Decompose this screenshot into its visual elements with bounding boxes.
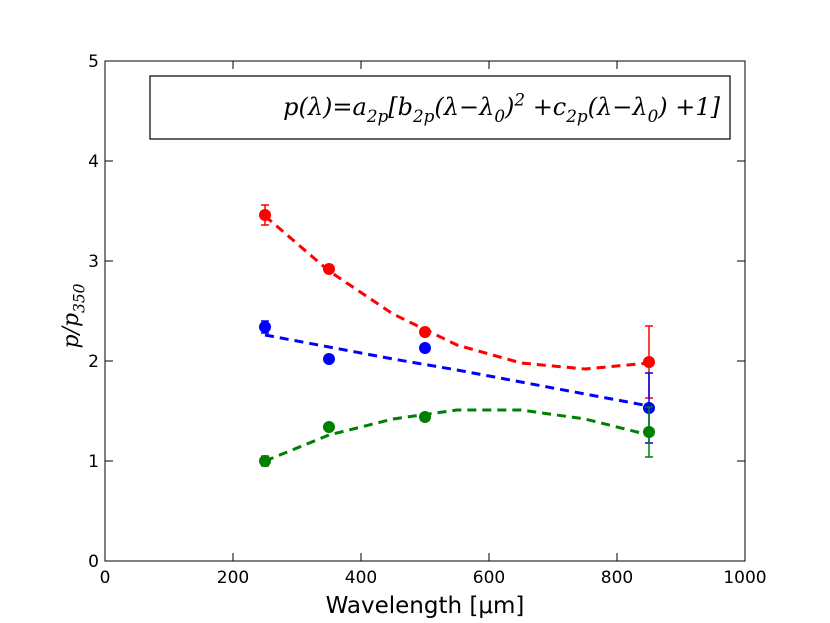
y-tick-label: 1 <box>88 452 99 472</box>
x-axis-label: Wavelength [μm] <box>326 593 525 619</box>
text-part: 2 <box>513 89 525 109</box>
annotation-box <box>149 75 731 140</box>
text-part: ) <box>504 93 514 121</box>
text-part: p(λ)=a <box>283 93 367 121</box>
x-tick-label: 200 <box>217 568 249 588</box>
x-tick-label: 600 <box>473 568 505 588</box>
y-tick-label: 0 <box>88 552 99 572</box>
point <box>259 321 271 333</box>
y-tick-label: 4 <box>88 152 99 172</box>
text-part: 0 <box>494 106 505 126</box>
point <box>323 353 335 365</box>
point <box>643 426 655 438</box>
fit-line <box>264 408 650 463</box>
text-part: [b <box>388 93 413 121</box>
point <box>419 342 431 354</box>
x-tick-label: 800 <box>601 568 633 588</box>
text-part: 0 <box>648 106 659 126</box>
plot-frame <box>104 60 746 562</box>
text-part: ) +1] <box>657 93 720 121</box>
text-part: (λ−λ <box>434 93 494 121</box>
y-tick-label: 2 <box>88 352 99 372</box>
y-tick-label: 3 <box>88 252 99 272</box>
text-part: (λ−λ <box>588 93 648 121</box>
point <box>323 263 335 275</box>
fit-line <box>264 214 650 371</box>
x-tick-label: 400 <box>345 568 377 588</box>
point <box>323 421 335 433</box>
text-part: 2p <box>565 106 588 126</box>
point <box>643 356 655 368</box>
point <box>259 209 271 221</box>
text-part: 2p <box>412 106 435 126</box>
fit-line <box>264 333 650 408</box>
x-tick-label: 0 <box>100 568 111 588</box>
point <box>419 326 431 338</box>
text-part: 350 <box>71 283 89 313</box>
text-part: 2p <box>366 106 389 126</box>
text-part: p/p <box>59 313 84 349</box>
annotation: p(λ)=a2p[b2p(λ−λ0)2 +c2p(λ−λ0) +1] <box>283 89 721 126</box>
y-tick-label: 5 <box>88 52 99 72</box>
point <box>259 455 271 467</box>
text-part: +c <box>525 93 566 121</box>
x-tick-label: 1000 <box>723 568 766 588</box>
y-axis-label: p/p350 <box>59 283 89 348</box>
point <box>419 411 431 423</box>
